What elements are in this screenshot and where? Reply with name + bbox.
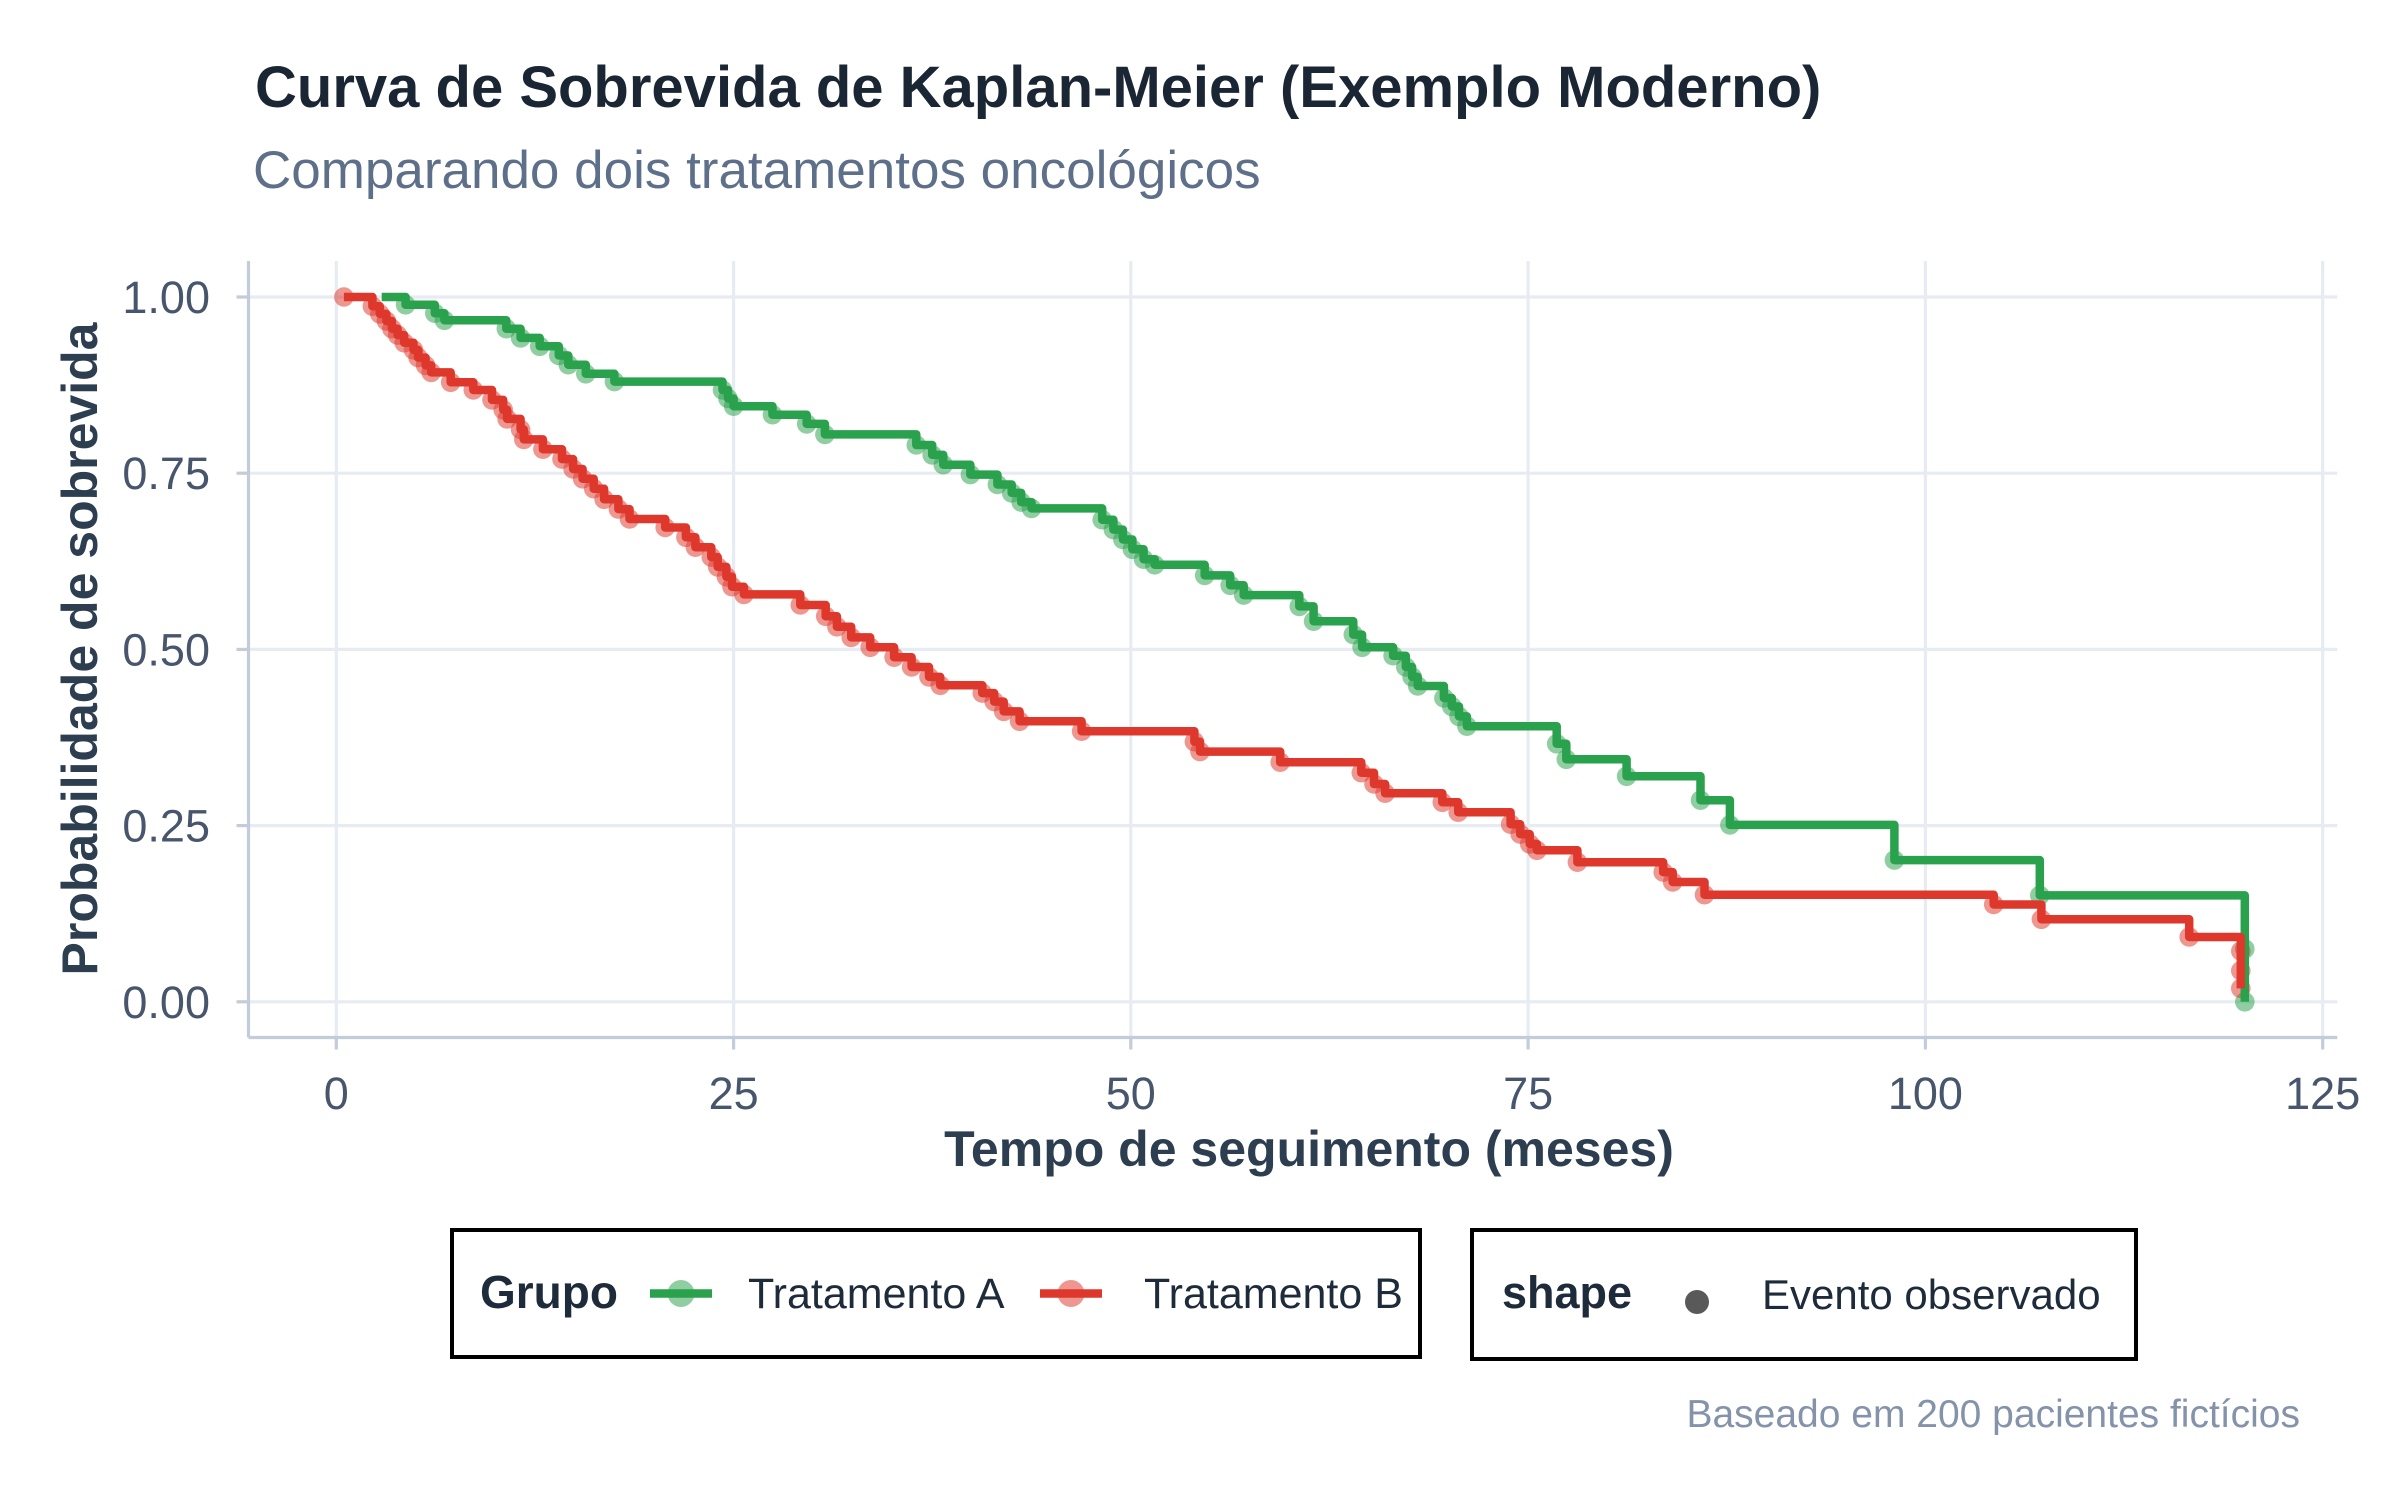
svg-text:0.25: 0.25	[122, 801, 210, 852]
svg-text:25: 25	[709, 1068, 759, 1119]
svg-text:Probabilidade de sobrevida: Probabilidade de sobrevida	[52, 321, 108, 975]
svg-text:0: 0	[324, 1068, 349, 1119]
svg-text:Tempo de seguimento (meses): Tempo de seguimento (meses)	[944, 1121, 1674, 1177]
svg-text:Comparando dois tratamentos on: Comparando dois tratamentos oncológicos	[253, 141, 1261, 200]
svg-text:75: 75	[1503, 1068, 1553, 1119]
svg-text:1.00: 1.00	[122, 272, 210, 323]
svg-text:Tratamento A: Tratamento A	[748, 1270, 1005, 1318]
svg-text:Curva de Sobrevida de Kaplan-M: Curva de Sobrevida de Kaplan-Meier (Exem…	[255, 55, 1821, 120]
svg-text:0.75: 0.75	[122, 448, 210, 499]
svg-text:100: 100	[1888, 1068, 1963, 1119]
svg-text:shape: shape	[1502, 1267, 1632, 1318]
svg-text:125: 125	[2285, 1068, 2360, 1119]
svg-text:50: 50	[1106, 1068, 1156, 1119]
svg-text:Evento observado: Evento observado	[1762, 1271, 2101, 1318]
svg-text:0.50: 0.50	[122, 624, 210, 675]
svg-text:0.00: 0.00	[122, 977, 210, 1028]
svg-text:Grupo: Grupo	[480, 1266, 618, 1318]
svg-text:Baseado em 200 pacientes fictí: Baseado em 200 pacientes fictícios	[1686, 1393, 2300, 1436]
svg-text:Tratamento B: Tratamento B	[1144, 1270, 1403, 1318]
